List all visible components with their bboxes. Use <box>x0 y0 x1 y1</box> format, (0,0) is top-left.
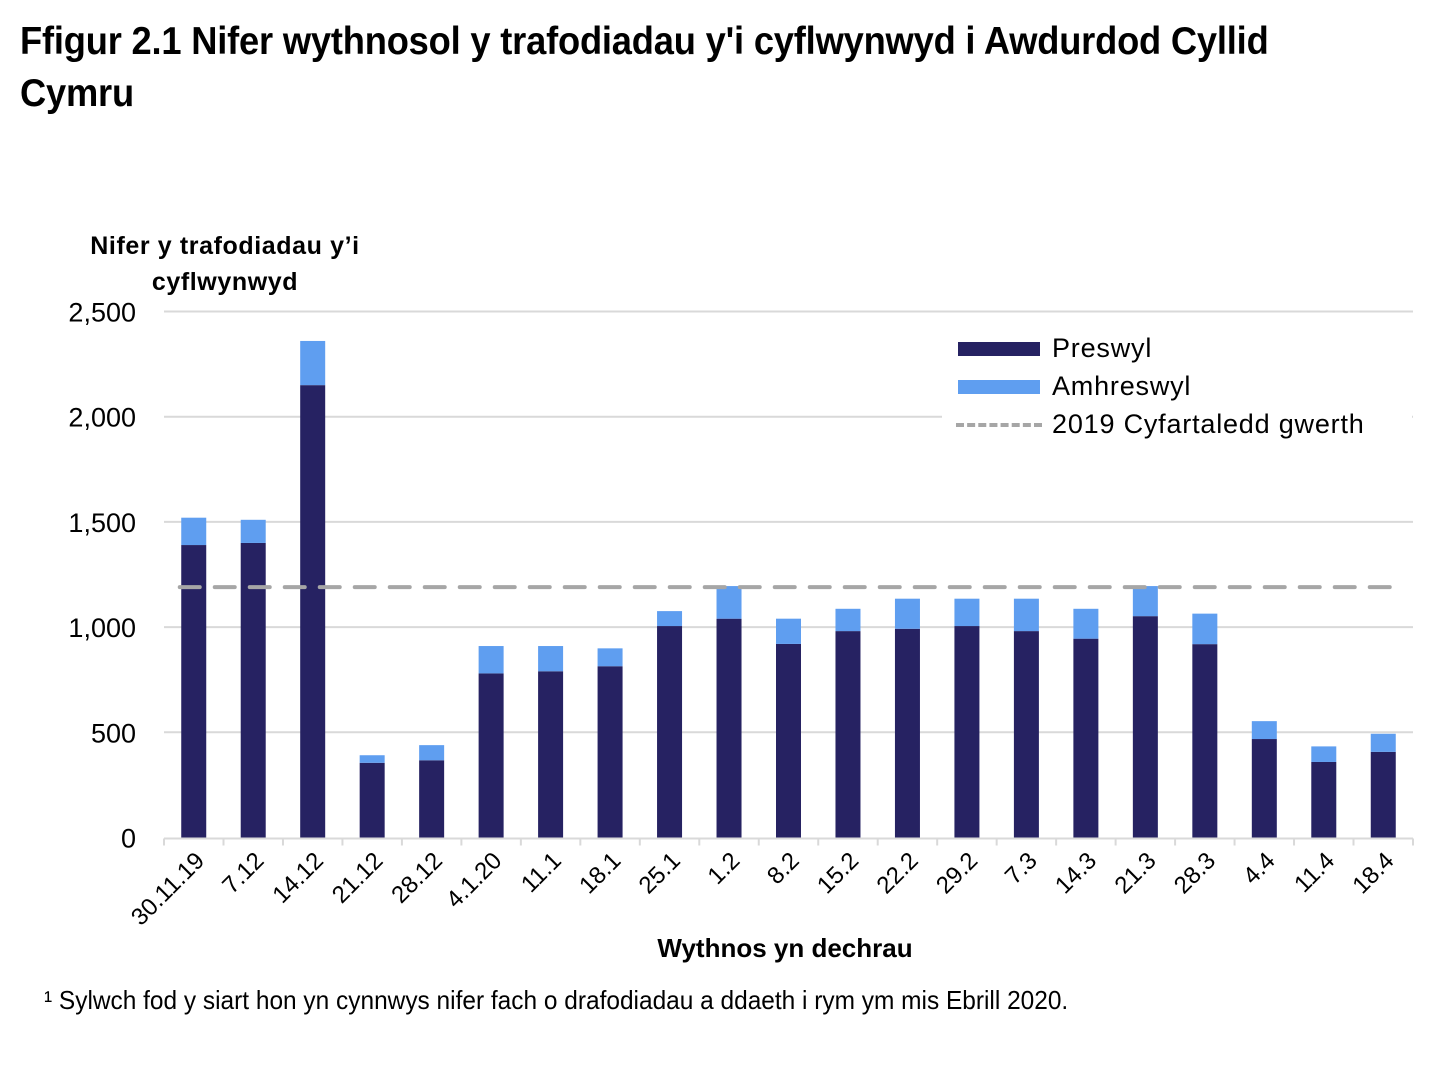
y-tick-label: 0 <box>121 824 136 854</box>
bar-amhreswyl <box>419 745 445 761</box>
bar-preswyl <box>1251 739 1277 838</box>
bar-amhreswyl <box>300 340 326 386</box>
x-tick-label: 21.12 <box>327 847 389 909</box>
bar-amhreswyl <box>597 648 623 667</box>
bar-amhreswyl <box>657 611 683 627</box>
bar-preswyl <box>538 671 564 838</box>
y-tick-label: 1,500 <box>68 508 136 538</box>
bar-amhreswyl <box>1311 746 1337 762</box>
bar-amhreswyl <box>1073 608 1099 639</box>
x-tick-label: 15.2 <box>812 847 864 899</box>
bar-preswyl <box>776 643 801 838</box>
x-tick-label: 14.3 <box>1050 847 1102 899</box>
bar-amhreswyl <box>538 646 564 672</box>
x-tick-label: 29.2 <box>931 847 983 899</box>
bar-amhreswyl <box>478 646 504 674</box>
legend-item-amhreswyl: Amhreswyl <box>942 368 1412 406</box>
bar-preswyl <box>597 666 623 838</box>
bar-preswyl <box>1013 631 1039 838</box>
bar-preswyl <box>716 618 742 838</box>
x-tick-label: 28.12 <box>386 847 448 909</box>
x-tick-label: 18.4 <box>1347 847 1399 899</box>
x-tick-label: 18.1 <box>574 847 626 899</box>
x-tick-label: 25.1 <box>634 847 686 899</box>
x-tick-label: 28.3 <box>1169 847 1221 899</box>
preswyl-swatch-icon <box>958 342 1040 356</box>
legend-item-average: 2019 Cyfartaledd gwerth <box>942 406 1412 444</box>
x-axis-label: Wythnos yn dechrau <box>657 933 913 963</box>
bar-preswyl <box>894 628 920 838</box>
bar-preswyl <box>835 631 861 838</box>
bar-amhreswyl <box>240 519 266 543</box>
bar-preswyl <box>954 626 980 838</box>
legend-item-preswyl: Preswyl <box>942 330 1412 368</box>
x-tick-label: 7.3 <box>1000 847 1043 890</box>
y-axis-ticks: 0 500 1,000 1,500 2,000 2,500 <box>68 298 136 854</box>
bar-preswyl <box>657 626 683 838</box>
bar-preswyl <box>1073 638 1099 838</box>
x-tick-label: 11.4 <box>1289 847 1340 898</box>
y-tick-label: 2,500 <box>68 298 136 328</box>
dashed-line-icon <box>956 423 1042 427</box>
x-tick-label: 14.12 <box>267 847 329 909</box>
bar-amhreswyl <box>359 755 385 763</box>
x-tick-label: 4.1.20 <box>441 847 507 913</box>
x-tick-label: 11.1 <box>516 847 567 898</box>
bar-amhreswyl <box>1251 721 1277 740</box>
bar-preswyl <box>478 673 504 838</box>
x-tick-label: 22.2 <box>872 847 924 899</box>
legend: Preswyl Amhreswyl 2019 Cyfartaledd gwert… <box>942 330 1412 442</box>
bar-series <box>181 340 1396 838</box>
bar-preswyl <box>359 762 385 838</box>
bar-preswyl <box>419 760 445 838</box>
y-tick-label: 1,000 <box>68 613 136 643</box>
x-tick-label: 30.11.19 <box>126 847 210 931</box>
bar-preswyl <box>181 545 207 838</box>
y-tick-label: 500 <box>91 718 136 748</box>
legend-label: Preswyl <box>1052 333 1153 363</box>
bar-amhreswyl <box>716 586 742 619</box>
bar-amhreswyl <box>894 598 920 629</box>
bar-amhreswyl <box>1370 733 1396 752</box>
y-tick-label: 2,000 <box>68 403 136 433</box>
chart-title: Ffigur 2.1 Nifer wythnosol y trafodiadau… <box>20 20 1269 115</box>
x-tick-label: 7.12 <box>217 847 269 899</box>
bar-preswyl <box>1132 616 1158 838</box>
bar-amhreswyl <box>1192 613 1218 645</box>
x-axis <box>163 837 1414 846</box>
bar-amhreswyl <box>181 517 207 546</box>
x-tick-label: 1.2 <box>703 847 746 890</box>
amhreswyl-swatch-icon <box>958 380 1040 394</box>
bar-amhreswyl <box>776 618 801 644</box>
bar-preswyl <box>1192 644 1218 838</box>
bar-preswyl <box>1311 761 1337 838</box>
x-tick-label: 4.4 <box>1238 847 1281 890</box>
bar-preswyl <box>300 385 326 838</box>
footnote: ¹ Sylwch fod y siart hon yn cynnwys nife… <box>44 985 1069 1015</box>
bar-amhreswyl <box>954 598 980 627</box>
bar-amhreswyl <box>1132 586 1158 617</box>
bar-preswyl <box>240 542 266 838</box>
bar-amhreswyl <box>835 608 861 632</box>
bar-amhreswyl <box>1013 598 1039 632</box>
legend-label: 2019 Cyfartaledd gwerth <box>1052 409 1365 439</box>
x-tick-label: 8.2 <box>762 847 805 890</box>
y-axis-label: Nifer y trafodiadau y’i cyflwynwyd <box>90 232 360 296</box>
legend-label: Amhreswyl <box>1052 371 1192 401</box>
x-tick-label: 21.3 <box>1109 847 1161 899</box>
bar-preswyl <box>1370 751 1396 838</box>
